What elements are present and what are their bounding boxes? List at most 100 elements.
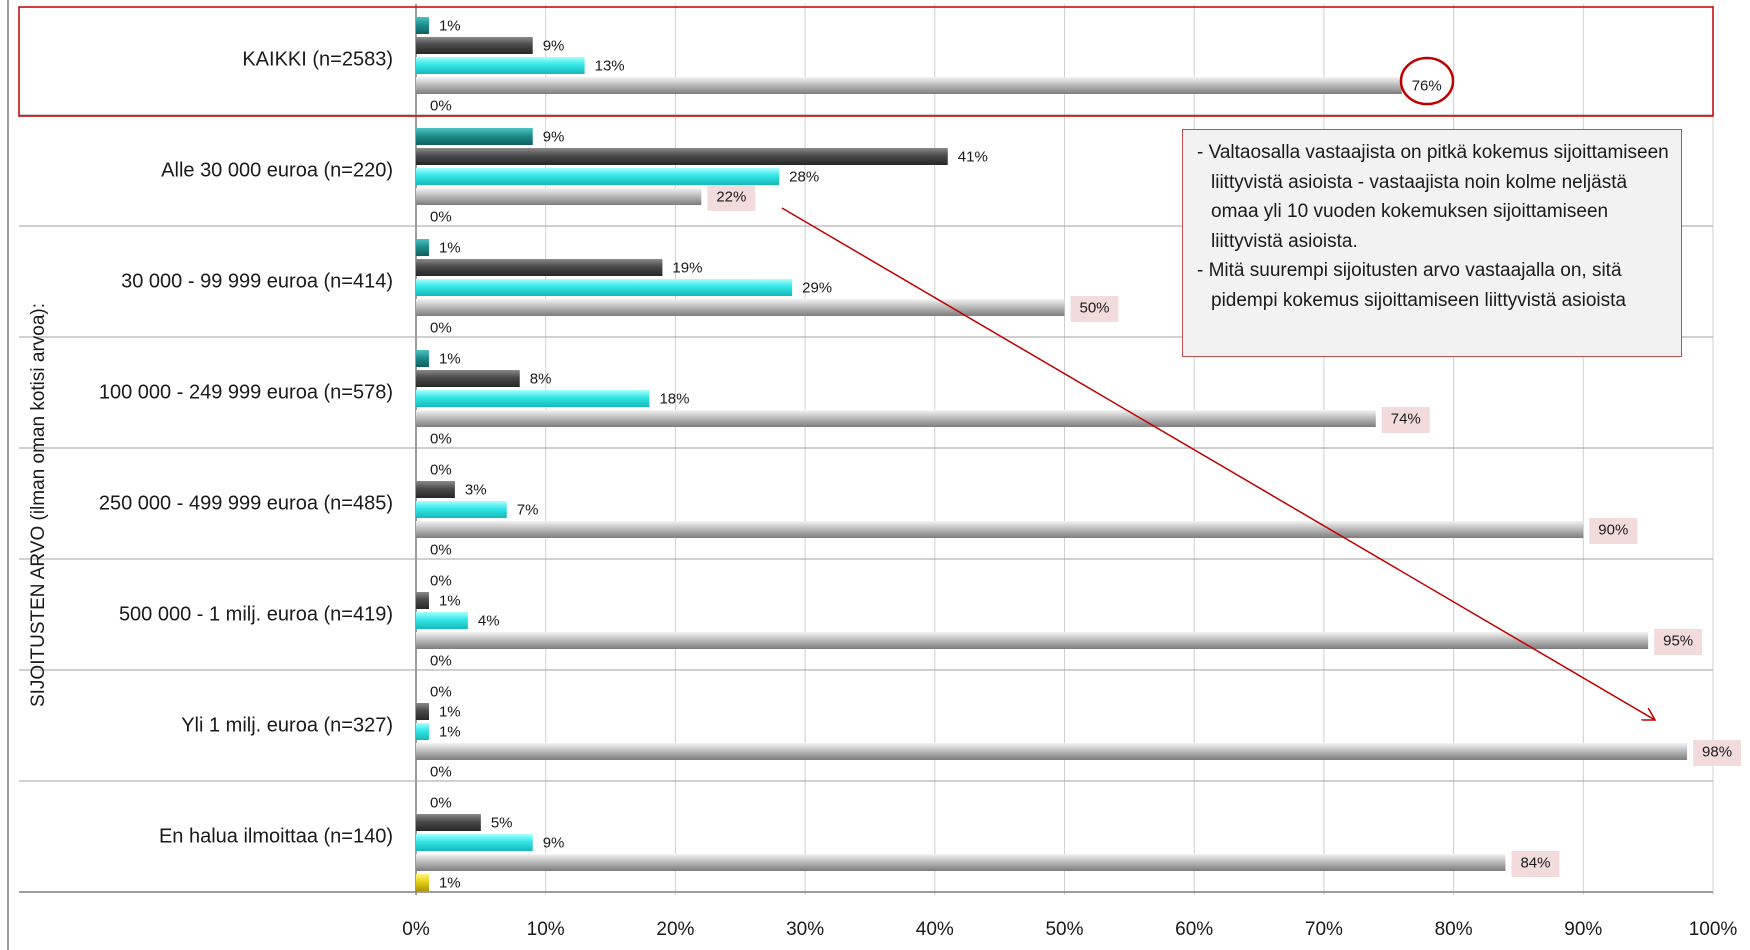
value-label: 18% [659,391,689,408]
category-label: 500 000 - 1 milj. euroa (n=419) [119,604,393,626]
value-label: 22% [716,189,746,206]
value-label: 0% [430,764,452,781]
bar [416,57,585,74]
bar [416,703,429,720]
bar [416,723,429,740]
bar [416,501,507,518]
value-label: 0% [430,320,452,337]
value-label: 0% [430,684,452,701]
value-label: 1% [439,724,461,741]
value-label: 19% [672,260,702,277]
value-label: 9% [543,129,565,146]
y-axis-title: SIJOITUSTEN ARVO (ilman oman kotisi arvo… [28,303,49,707]
value-label-highlight [1381,407,1430,433]
category-label: 100 000 - 249 999 euroa (n=578) [99,382,393,404]
bar [416,521,1584,538]
bar [416,370,520,387]
value-label: 90% [1598,522,1628,539]
value-label: 7% [517,502,539,519]
bar [416,168,780,185]
bar [416,743,1688,760]
category-label: KAIKKI (n=2583) [242,49,393,71]
annotation-box: - Valtaosalla vastaajista on pitkä kokem… [1182,129,1682,357]
value-label: 4% [478,613,500,630]
value-label: 9% [543,835,565,852]
value-label: 0% [430,573,452,590]
value-label: 8% [530,371,552,388]
value-label-highlight [1693,740,1742,766]
category-label: 30 000 - 99 999 euroa (n=414) [121,271,393,293]
value-label: 0% [430,462,452,479]
bar [416,77,1402,94]
value-label-highlight [1654,629,1703,655]
bar [416,612,468,629]
bar [416,854,1506,871]
category-label: Alle 30 000 euroa (n=220) [161,160,393,182]
value-label: 41% [958,149,988,166]
value-label: 84% [1520,855,1550,872]
value-label: 1% [439,351,461,368]
value-label: 98% [1702,744,1732,761]
value-label: 1% [439,875,461,892]
x-tick-label: 70% [1305,919,1343,940]
x-tick-label: 20% [656,919,694,940]
trend-arrow [781,207,1655,720]
bar [416,390,650,407]
bar [416,259,663,276]
value-label: 0% [430,98,452,115]
value-label: 1% [439,704,461,721]
category-label: En halua ilmoittaa (n=140) [159,826,393,848]
value-label: 1% [439,593,461,610]
value-label-highlight [707,185,756,211]
x-tick-label: 60% [1175,919,1213,940]
bar [416,834,533,851]
value-label: 0% [430,431,452,448]
bar [416,632,1649,649]
kaikki-76-highlight-circle [1399,56,1455,106]
value-label: 9% [543,38,565,55]
value-label: 76% [1412,78,1442,95]
value-label: 13% [595,58,625,75]
x-tick-label: 0% [402,919,430,940]
value-label: 50% [1079,300,1109,317]
bar [416,410,1376,427]
value-label: 0% [430,542,452,559]
value-label: 0% [430,653,452,670]
value-label: 74% [1391,411,1421,428]
category-label: 250 000 - 499 999 euroa (n=485) [99,493,393,515]
value-label: 3% [465,482,487,499]
bar [416,17,429,34]
bar [416,299,1065,316]
value-label-highlight [1070,296,1119,322]
value-label: 0% [430,209,452,226]
x-tick-label: 40% [916,919,954,940]
value-label: 1% [439,18,461,35]
x-tick-label: 50% [1045,919,1083,940]
bar [416,128,533,145]
bar [416,592,429,609]
value-label-highlight [1589,518,1638,544]
value-label: 95% [1663,633,1693,650]
value-label: 1% [439,240,461,257]
x-tick-label: 100% [1689,919,1738,940]
bar [416,874,429,891]
annotation-line-2: - Mitä suurempi sijoitusten arvo vastaaj… [1197,260,1626,311]
bar [416,239,429,256]
bar [416,481,455,498]
bar [416,350,429,367]
value-label: 29% [802,280,832,297]
kaikki-highlight-frame [18,6,1714,117]
value-label: 5% [491,815,513,832]
value-label-highlight [1511,851,1560,877]
value-label: 28% [789,169,819,186]
x-tick-label: 90% [1564,919,1602,940]
category-label: Yli 1 milj. euroa (n=327) [181,715,393,737]
bar [416,148,948,165]
bar [416,814,481,831]
bar [416,188,702,205]
value-label: 0% [430,795,452,812]
annotation-line-1: - Valtaosalla vastaajista on pitkä kokem… [1197,142,1669,252]
x-tick-label: 30% [786,919,824,940]
